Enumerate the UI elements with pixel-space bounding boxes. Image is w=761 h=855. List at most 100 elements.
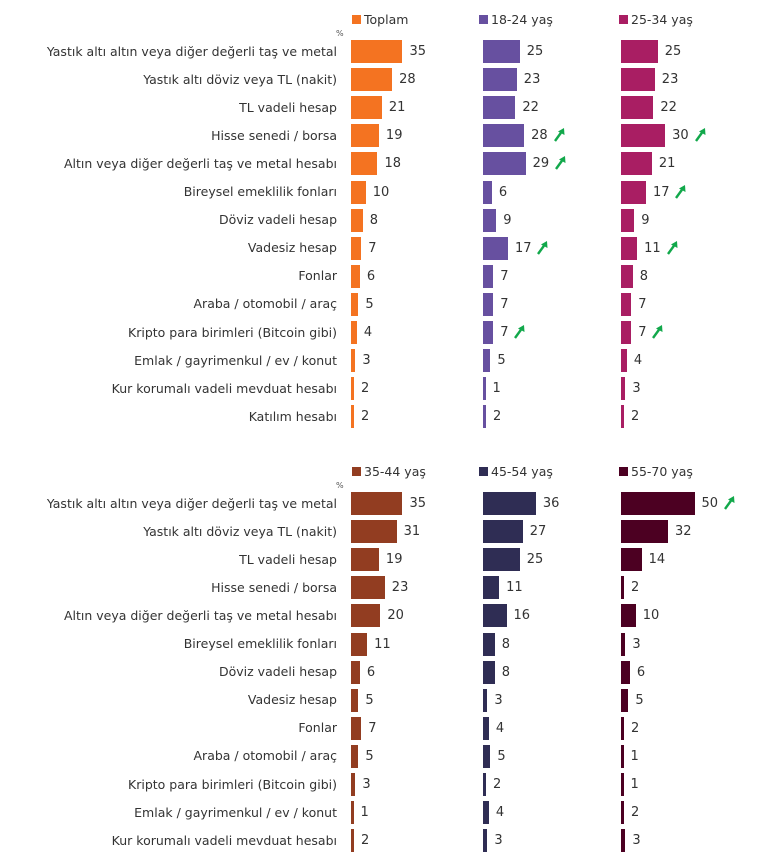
data-label: 7 [368,240,377,256]
bar [351,40,403,63]
bar [351,548,379,572]
bar [621,604,636,628]
bar [351,632,368,656]
bar [351,604,381,628]
legend-label: 18-24 yaş [491,12,553,27]
category-label: Döviz vadeli hesap [219,212,337,228]
data-label: 21 [658,156,676,172]
data-label: 31 [403,524,421,540]
bar [483,492,536,515]
category-label: Altın veya diğer değerli taş ve metal he… [63,607,337,623]
data-label: 1 [630,748,639,764]
data-label: 3 [632,381,641,397]
bar [621,688,629,712]
bar [621,264,633,288]
bar [351,377,354,401]
data-label: 14 [648,552,666,568]
data-label: 2 [630,409,640,425]
data-label: 3 [362,777,371,792]
data-label: 3 [494,692,503,708]
data-label: 21 [388,100,406,116]
category-label: Kripto para birimleri (Bitcoin gibi) [128,324,337,340]
unit-label: % [336,481,344,490]
category-label: Bireysel emeklilik fonları [183,636,337,651]
data-label: 6 [636,664,646,680]
bar [483,548,520,572]
bar [621,405,624,429]
data-label: 11 [374,636,391,652]
data-label: 28 [531,128,548,144]
data-label: 30 [672,128,689,144]
trend-up-arrow-icon [553,128,565,142]
bar [483,40,520,63]
bar [483,773,486,796]
data-label: 4 [633,353,643,369]
data-label: 7 [500,296,509,312]
bar [621,349,627,373]
bar [621,660,630,684]
data-label: 4 [363,325,373,340]
bar [621,292,632,316]
bar [351,292,359,316]
bar [483,124,525,148]
data-label: 5 [497,353,506,369]
legend-swatch [479,15,488,24]
data-label: 19 [385,128,403,144]
legend-swatch [619,467,628,476]
data-label: 25 [526,44,544,59]
bar [351,152,378,176]
data-label: 23 [391,580,409,596]
data-label: 4 [495,720,505,736]
bar [621,492,695,515]
category-label: TL vadeli hesap [239,551,337,567]
legend-label: 55-70 yaş [631,464,693,479]
bar [483,349,491,373]
legend-item: 25-34 yaş [619,12,693,28]
data-label: 2 [360,833,370,849]
data-label: 19 [385,552,403,568]
bar [621,236,638,260]
bar [351,688,359,712]
category-label: Hisse senedi / borsa [211,579,337,595]
bar [351,321,357,344]
data-label: 3 [494,833,503,849]
bar [351,520,397,544]
bar [483,660,495,684]
data-label: 10 [642,608,660,624]
category-label: Emlak / gayrimenkul / ev / konut [134,804,337,820]
bar [621,548,642,572]
category-label: Bireysel emeklilik fonları [183,184,337,199]
bar [621,377,626,401]
data-label: 5 [365,748,374,764]
data-label: 17 [652,184,670,200]
bar [483,180,492,204]
bar [483,716,489,740]
trend-up-arrow-icon [666,240,678,255]
data-label: 29 [532,156,550,172]
data-label: 10 [372,184,390,200]
bar [351,492,403,515]
bar [483,96,516,120]
data-label: 6 [366,268,376,284]
bar [621,124,666,148]
bar [351,124,379,148]
category-label: Yastık altı altın veya diğer değerli taş… [46,495,337,511]
data-label: 27 [529,524,547,540]
category-label: Araba / otomobil / araç [193,296,338,312]
category-label: Yastık altı döviz veya TL (nakit) [143,523,337,539]
data-label: 6 [366,664,376,680]
category-label: Araba / otomobil / araç [193,748,338,764]
data-label: 1 [360,805,369,821]
category-label: Yastık altı döviz veya TL (nakit) [143,71,337,87]
category-label: Yastık altı altın veya diğer değerli taş… [46,43,337,59]
data-label: 25 [664,44,682,59]
legend-swatch [352,467,361,476]
bar [351,744,359,768]
bar [621,321,632,344]
bar [351,180,366,204]
category-label: Emlak / gayrimenkul / ev / konut [134,352,337,368]
data-label: 8 [501,636,511,652]
bar [483,604,507,628]
category-label: Fonlar [298,268,337,284]
data-label: 11 [644,240,661,256]
